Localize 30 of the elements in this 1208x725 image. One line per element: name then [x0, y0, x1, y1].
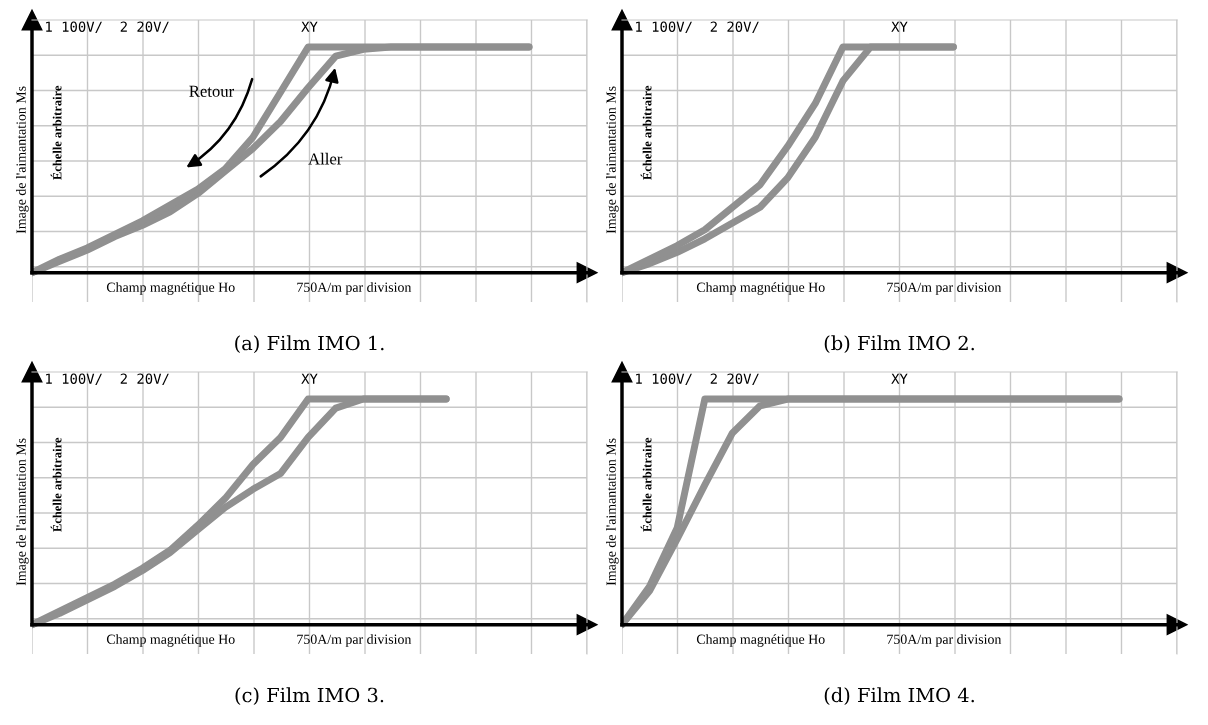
text: XY [891, 21, 908, 32]
x-axis-title: Champ magnétique Ho [696, 634, 825, 647]
text: (d) Film IMO 4. [824, 687, 974, 706]
annotation: Échelle arbitraire [50, 437, 62, 532]
text: XY [301, 373, 318, 384]
x-axis-title: Champ magnétique Ho [106, 282, 235, 295]
text: (a) Film IMO 1. [235, 335, 384, 354]
text: 1 100V/ 2 20V/ [46, 373, 169, 386]
text: XY [301, 21, 318, 32]
annotation: Échelle arbitraire [640, 85, 652, 180]
text: (b) Film IMO 2. [824, 335, 974, 354]
y-axis-title: Image de l'aimantation Ms [606, 438, 619, 586]
y-axis-title: Image de l'aimantation Ms [606, 86, 619, 234]
text: 1 100V/ 2 20V/ [46, 21, 169, 34]
text: 750A/m par division [297, 634, 412, 647]
x-axis-title: Champ magnétique Ho [106, 634, 235, 647]
annotation: Retour [189, 85, 235, 97]
y-axis-title: Image de l'aimantation Ms [16, 438, 29, 586]
annotation: Aller [308, 152, 343, 165]
text: 750A/m par division [297, 282, 412, 295]
x-axis-title: Champ magnétique Ho [696, 282, 825, 295]
annotation: Échelle arbitraire [640, 437, 652, 532]
text: 1 100V/ 2 20V/ [636, 21, 759, 34]
text: XY [891, 373, 908, 384]
text: 1 100V/ 2 20V/ [636, 373, 759, 386]
annotation: Échelle arbitraire [50, 85, 62, 180]
text: 750A/m par division [887, 634, 1002, 647]
y-axis-title: Image de l'aimantation Ms [16, 86, 29, 234]
text: 750A/m par division [887, 282, 1002, 295]
text: (c) Film IMO 3. [235, 687, 384, 706]
